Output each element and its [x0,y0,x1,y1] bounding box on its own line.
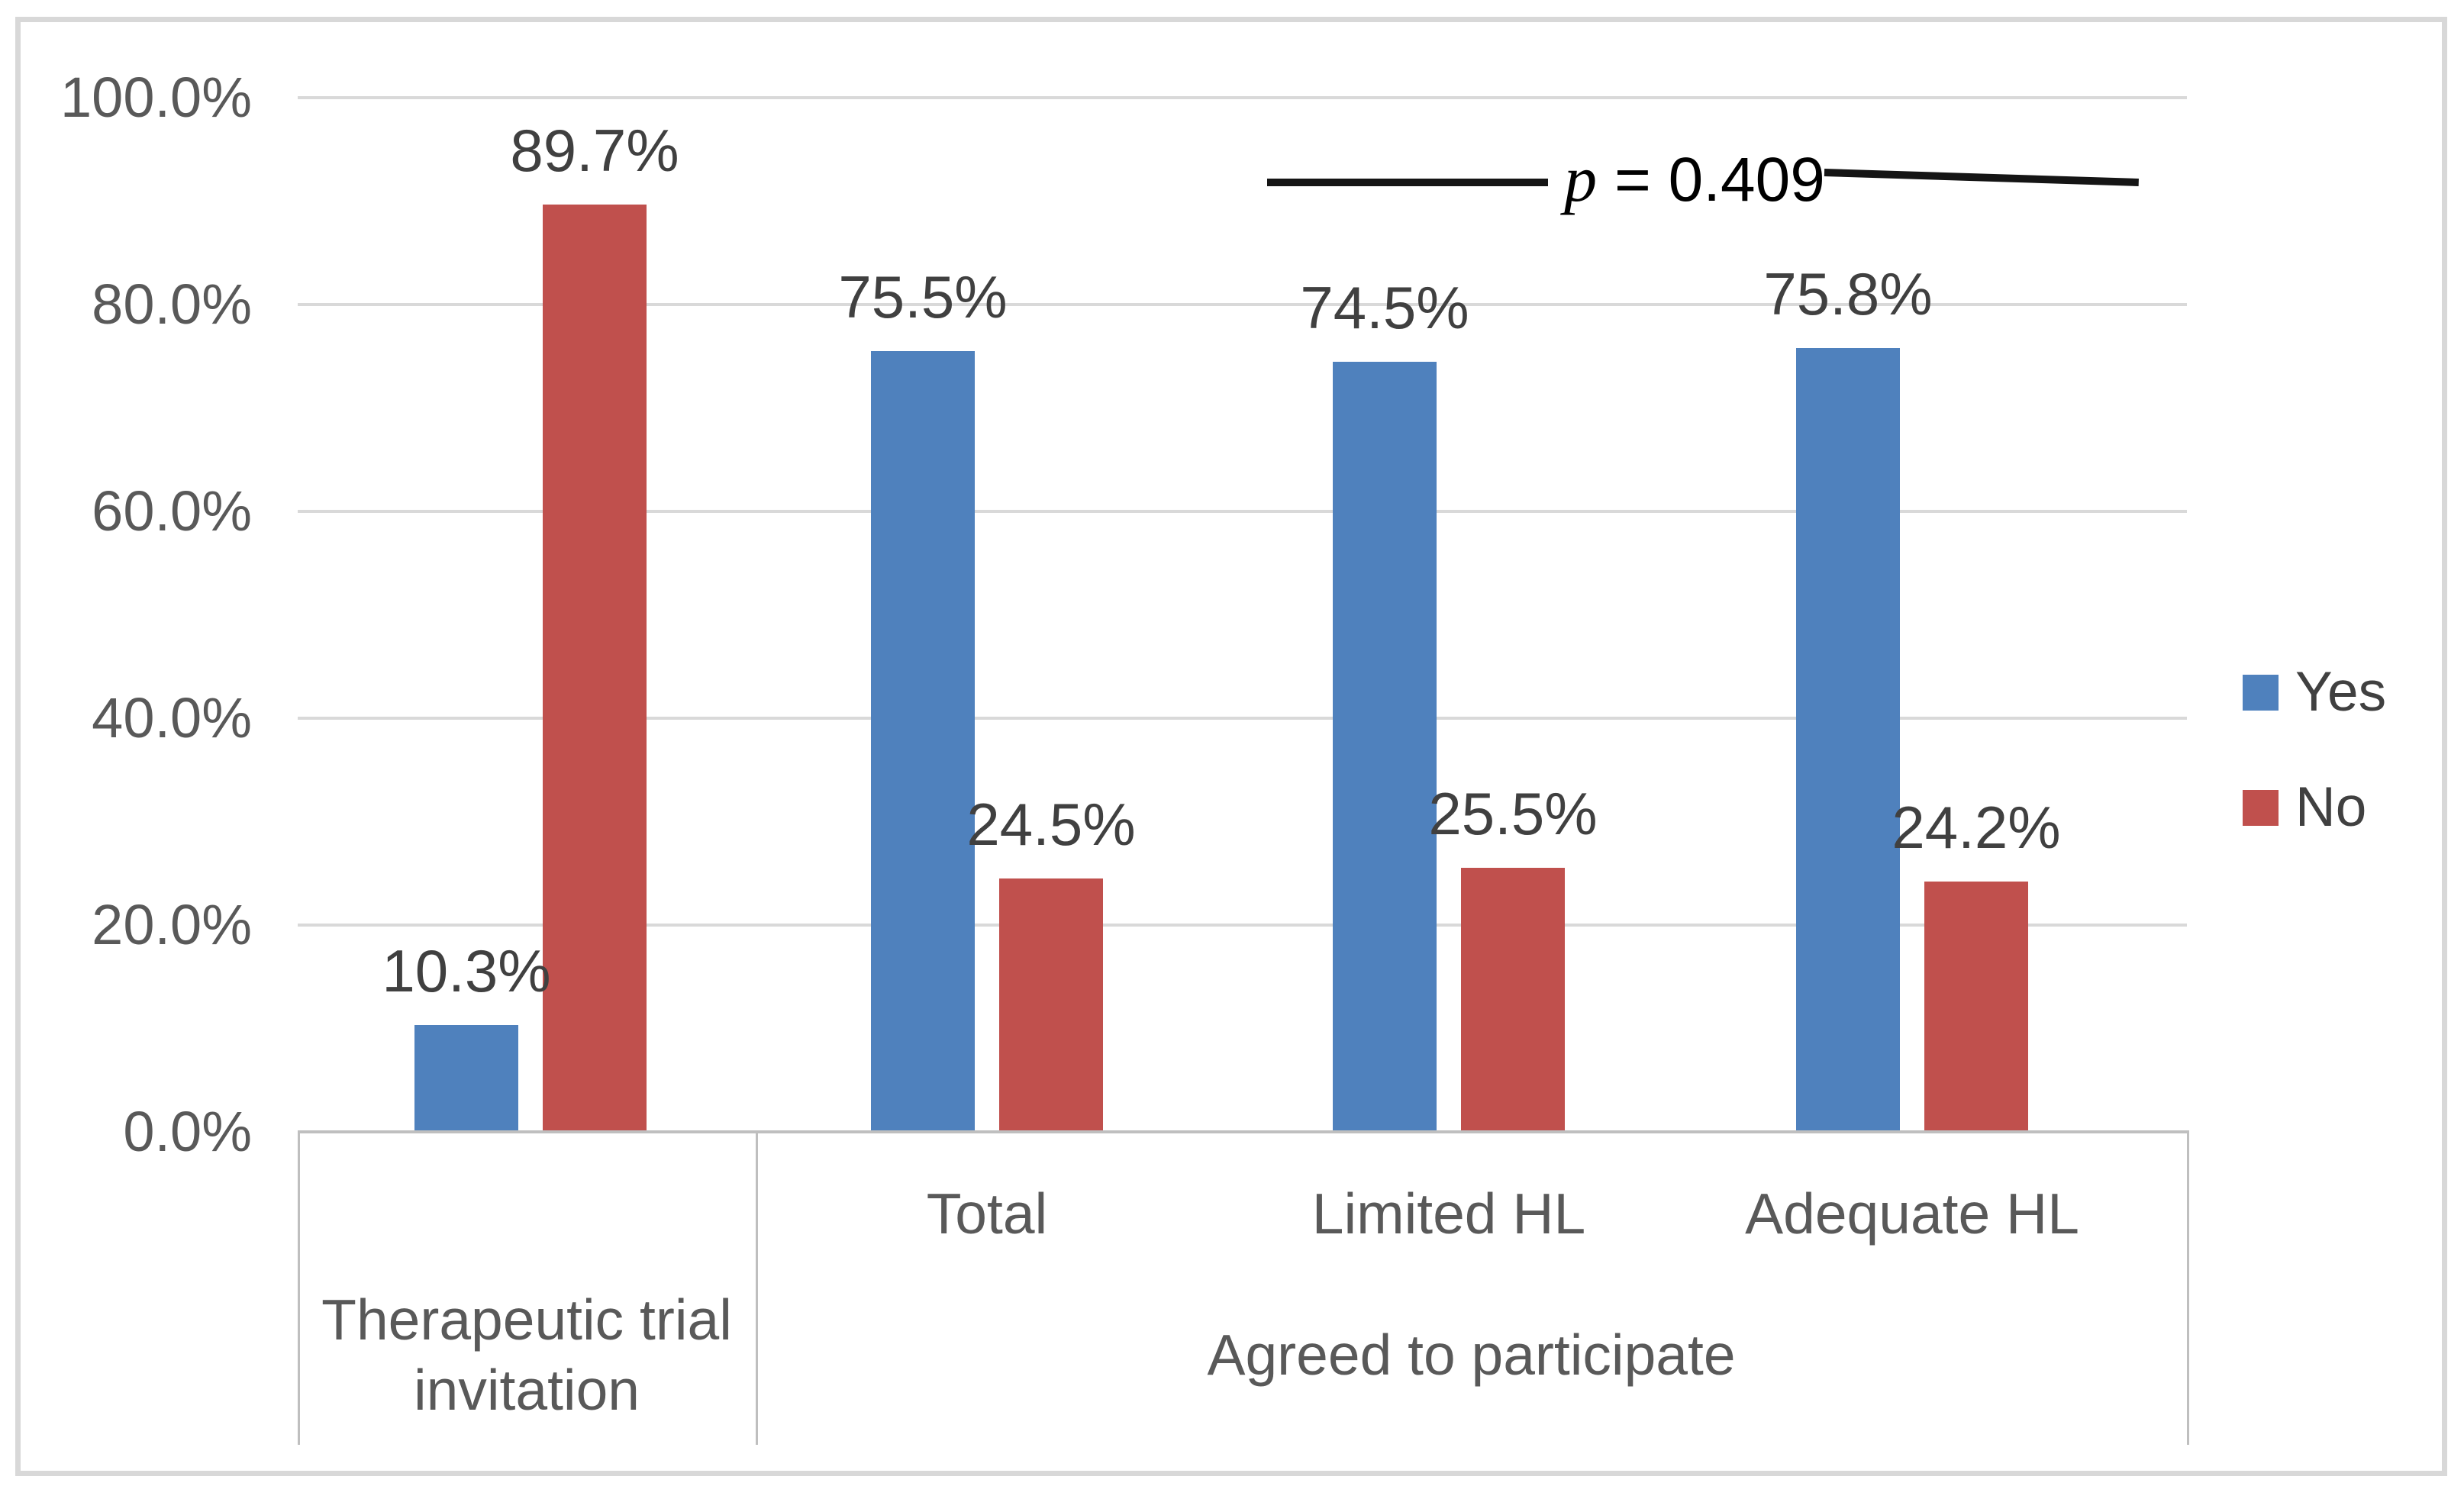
data-label-no-limited-hl: 25.5% [1428,780,1598,848]
y-axis-tick-label-80: 80.0% [92,272,252,336]
gridline-100 [298,96,2187,99]
axis-band-right-border [2187,1132,2189,1445]
group-label-agreed-to-participate: Agreed to participate [1207,1323,1736,1387]
annotation-text: p = 0.409 [1527,145,1863,214]
bar-no-therapeutic-trial-invitation [543,204,647,1132]
gridline-80 [298,303,2187,306]
category-label-limited-hl: Limited HL [1311,1181,1586,1246]
data-label-yes-therapeutic-trial-invitation: 10.3% [382,937,551,1005]
legend-swatch-no [2243,789,2279,826]
data-label-yes-limited-hl: 74.5% [1300,273,1469,341]
bar-no-total [999,878,1103,1132]
x-axis-line [298,1130,2189,1133]
annotation-p-value: = 0.409 [1597,145,1825,214]
data-label-no-total: 24.5% [966,791,1136,859]
axis-band-divider [756,1132,758,1445]
bar-no-limited-hl [1461,868,1565,1132]
data-label-yes-total: 75.5% [838,263,1008,330]
annotation-line-right [1824,169,2139,186]
legend-label-no: No [2295,776,2367,838]
legend-label-yes: Yes [2295,661,2387,723]
data-label-no-therapeutic-trial-invitation: 89.7% [510,116,679,184]
bar-yes-limited-hl [1333,361,1437,1132]
legend-item-yes: Yes [2243,661,2387,723]
bar-no-adequate-hl [1924,882,2028,1132]
y-axis-tick-label-100: 100.0% [60,66,252,129]
legend-swatch-yes [2243,674,2279,711]
category-label-total: Total [926,1181,1048,1246]
y-axis-tick-label-20: 20.0% [92,893,252,956]
figure-border [15,17,2447,1476]
gridline-40 [298,717,2187,720]
bar-yes-total [871,350,975,1132]
annotation-p-symbol: p [1564,142,1598,215]
category-label-adequate-hl: Adequate HL [1745,1181,2079,1246]
axis-band-left-border [298,1132,300,1445]
group-label-therapeutic-trial-invitation: Therapeutic trial invitation [321,1288,732,1422]
gridline-20 [298,924,2187,927]
y-axis-tick-label-0: 0.0% [123,1100,252,1163]
gridline-60 [298,510,2187,513]
bar-yes-adequate-hl [1796,347,1900,1132]
y-axis-tick-label-40: 40.0% [92,686,252,750]
legend-item-no: No [2243,776,2367,838]
annotation-line-left [1267,179,1548,186]
y-axis-tick-label-60: 60.0% [92,479,252,543]
bar-yes-therapeutic-trial-invitation [414,1025,518,1132]
data-label-yes-adequate-hl: 75.8% [1763,260,1933,327]
data-label-no-adequate-hl: 24.2% [1892,794,2061,862]
